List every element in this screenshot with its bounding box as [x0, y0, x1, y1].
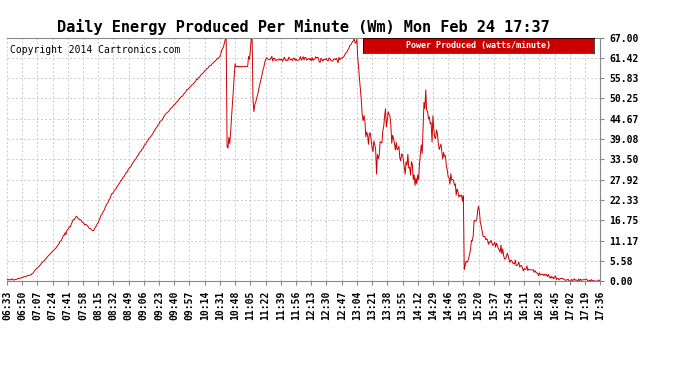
Title: Daily Energy Produced Per Minute (Wm) Mon Feb 24 17:37: Daily Energy Produced Per Minute (Wm) Mo…: [57, 19, 550, 35]
Text: Copyright 2014 Cartronics.com: Copyright 2014 Cartronics.com: [10, 45, 180, 55]
